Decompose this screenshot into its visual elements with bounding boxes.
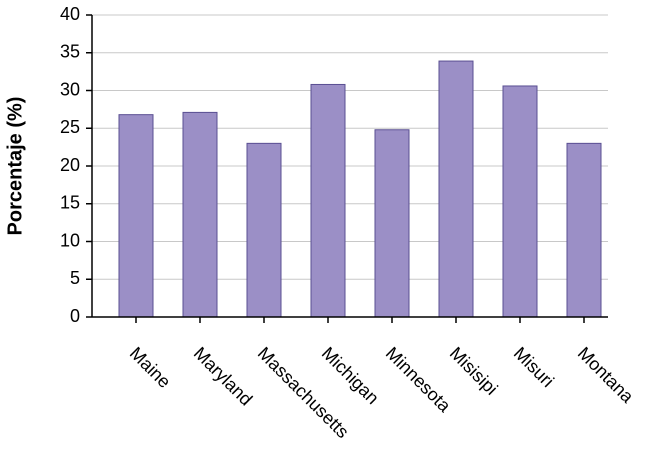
- x-tick-label: Michigan: [318, 343, 383, 408]
- x-tick-label: Maryland: [190, 343, 256, 409]
- y-tick-label: 0: [70, 306, 80, 326]
- y-tick-label: 10: [60, 230, 80, 250]
- x-tick-label: Maine: [126, 343, 175, 392]
- x-tick-label: Misuri: [510, 343, 558, 391]
- y-tick-label: 20: [60, 155, 80, 175]
- x-tick-label: Misisipi: [446, 343, 502, 399]
- y-tick-label: 30: [60, 79, 80, 99]
- y-tick-label: 15: [60, 193, 80, 213]
- bar: [310, 83, 346, 318]
- y-tick-label: 35: [60, 42, 80, 62]
- bar: [246, 142, 282, 318]
- x-tick-label: Minnesota: [382, 343, 456, 417]
- bar: [182, 111, 218, 318]
- bar: [438, 60, 474, 318]
- y-axis-label: Porcentaje (%): [4, 97, 26, 236]
- bar: [502, 85, 538, 318]
- x-tick-label: Montana: [574, 343, 638, 407]
- bar: [566, 142, 602, 318]
- y-tick-label: 40: [60, 4, 80, 24]
- bar: [118, 114, 154, 318]
- y-tick-label: 25: [60, 117, 80, 137]
- y-tick-label: 5: [70, 268, 80, 288]
- bar: [374, 129, 410, 318]
